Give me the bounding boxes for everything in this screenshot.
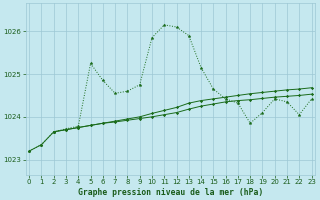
- X-axis label: Graphe pression niveau de la mer (hPa): Graphe pression niveau de la mer (hPa): [78, 188, 263, 197]
